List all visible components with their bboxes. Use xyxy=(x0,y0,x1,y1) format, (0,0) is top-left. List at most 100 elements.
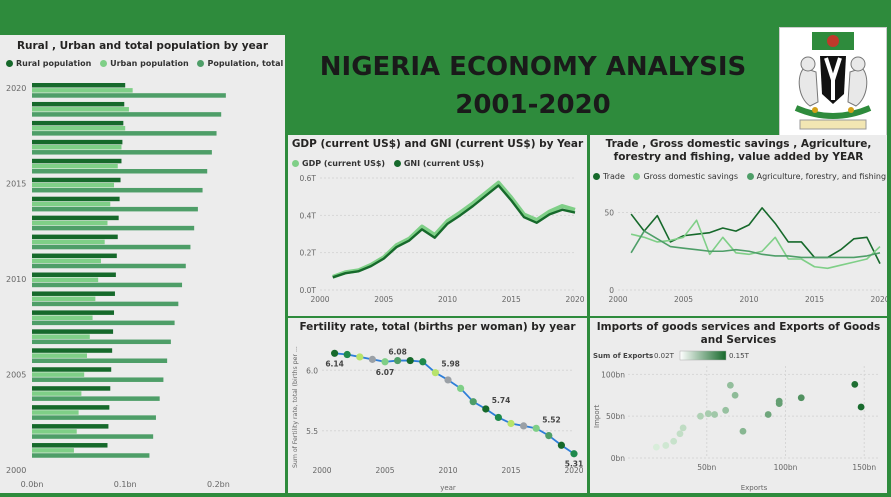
legend-trade: Trade xyxy=(593,172,625,181)
legend-total: Population, total xyxy=(197,59,283,68)
fertility-point xyxy=(507,419,515,428)
x-tick-label: 2005 xyxy=(375,466,394,475)
population-bar xyxy=(32,93,226,98)
scatter-point xyxy=(676,430,684,438)
legend-gdp: GDP (current US$) xyxy=(292,159,385,168)
page-title: NIGERIA ECONOMY ANALYSIS 2001-2020 xyxy=(288,48,778,124)
population-bar xyxy=(32,112,222,117)
trade-title: Trade , Gross domestic savings , Agricul… xyxy=(605,138,872,163)
legend-gni: GNI (current US$) xyxy=(393,159,484,168)
population-bar xyxy=(32,177,121,183)
population-bar xyxy=(32,234,118,240)
fertility-point xyxy=(557,441,565,449)
scatter-x-axis-title: Exports xyxy=(741,484,768,492)
y-tick-label: 100bn xyxy=(601,370,625,379)
fertility-point xyxy=(381,358,389,366)
imports-exports-chart: Sum of Exports 0.02T 0.15T 0bn 50bn 100bn 50bn… xyxy=(593,350,880,492)
fertility-point xyxy=(545,431,553,440)
x-tick-label: 50bn xyxy=(697,463,716,472)
fertility-point xyxy=(532,424,540,432)
scatter-legend-min: 0.02T xyxy=(654,352,675,360)
fertility-point xyxy=(494,413,502,422)
fertility-data-label: 6.08 xyxy=(388,348,407,357)
population-legend: Rural population Urban population Popula… xyxy=(6,59,289,68)
population-y-tick: 2015 xyxy=(6,180,26,189)
gdp-title: GDP (current US$) and GNI (current US$) … xyxy=(291,138,584,150)
y-tick-label: 0bn xyxy=(611,454,626,463)
population-bar xyxy=(32,424,109,429)
fertility-y-axis-title: Sum of Fertility rate, total (births per… xyxy=(292,346,299,468)
x-tick-label: 2015 xyxy=(502,295,521,304)
x-tick-label: 2010 xyxy=(739,295,758,304)
fertility-point xyxy=(331,349,339,357)
population-y-tick: 2005 xyxy=(6,371,26,380)
x-tick-label: 2000 xyxy=(310,295,329,304)
population-bar xyxy=(32,239,105,245)
y-tick-label: 50 xyxy=(604,209,614,218)
scatter-point xyxy=(704,410,712,418)
fertility-point xyxy=(431,369,439,377)
legend-agriculture: Agriculture, forestry, and fishing xyxy=(746,172,886,181)
imports-exports-panel: Imports of goods services and Exports of… xyxy=(590,318,887,493)
fertility-point xyxy=(570,450,578,458)
scatter-point xyxy=(652,443,660,451)
population-bar xyxy=(32,367,112,372)
population-bar xyxy=(32,377,164,382)
population-bar xyxy=(32,448,74,453)
scatter-point xyxy=(711,411,719,418)
population-bar xyxy=(32,310,115,315)
y-tick-label: 5.5 xyxy=(306,427,318,436)
y-tick-label: 50bn xyxy=(606,412,625,421)
x-tick-label: 2005 xyxy=(674,295,693,304)
fertility-point xyxy=(444,376,452,384)
page-title-line1: NIGERIA ECONOMY ANALYSIS xyxy=(319,52,747,82)
population-bar xyxy=(32,386,111,391)
scatter-point xyxy=(731,391,739,399)
scatter-legend-max: 0.15T xyxy=(729,352,750,360)
x-tick-label: 2010 xyxy=(438,466,457,475)
fertility-point xyxy=(520,422,528,430)
population-bar xyxy=(32,434,154,439)
agriculture-series-line xyxy=(630,230,881,259)
legend-savings: Gross domestic savings xyxy=(633,172,738,181)
fertility-data-label: 5.31 xyxy=(565,460,584,469)
population-bar xyxy=(32,158,122,164)
population-x-tick: 0.2bn xyxy=(207,480,230,489)
fertility-data-label: 5.52 xyxy=(542,415,561,424)
y-tick-label: 6.0 xyxy=(306,366,318,375)
y-tick-label: 0.0T xyxy=(299,286,316,295)
coat-of-arms-logo xyxy=(779,27,887,136)
population-bar xyxy=(32,107,129,112)
population-bar xyxy=(32,83,126,88)
fertility-data-label: 6.07 xyxy=(376,368,395,377)
population-bar xyxy=(32,182,115,188)
x-tick-label: 2015 xyxy=(805,295,824,304)
population-bar xyxy=(32,372,85,377)
population-x-tick: 0.0bn xyxy=(21,480,44,489)
population-bar xyxy=(32,410,79,415)
population-bar xyxy=(32,282,183,288)
population-bar xyxy=(32,320,175,326)
scatter-point xyxy=(679,424,687,432)
fertility-point xyxy=(482,405,490,413)
x-tick-label: 2020 xyxy=(564,466,583,475)
population-bar xyxy=(32,334,90,339)
x-tick-label: 2010 xyxy=(438,295,457,304)
legend-urban: Urban population xyxy=(100,59,189,68)
population-y-tick: 2010 xyxy=(6,275,26,284)
population-bar xyxy=(32,163,118,169)
fertility-title: Fertility rate, total (births per woman)… xyxy=(299,321,576,333)
scatter-point xyxy=(739,427,747,435)
x-tick-label: 2020 xyxy=(565,295,584,304)
population-bar xyxy=(32,429,77,434)
scatter-point xyxy=(797,394,805,402)
scatter-point xyxy=(764,411,772,418)
y-tick-label: 0 xyxy=(609,286,614,295)
population-bar xyxy=(32,315,93,320)
population-bar xyxy=(32,139,123,145)
population-bar xyxy=(32,187,203,193)
population-bar xyxy=(32,339,171,345)
fertility-panel: Fertility rate, total (births per woman)… xyxy=(288,318,587,493)
population-bar xyxy=(32,196,120,202)
population-bar xyxy=(32,443,108,448)
